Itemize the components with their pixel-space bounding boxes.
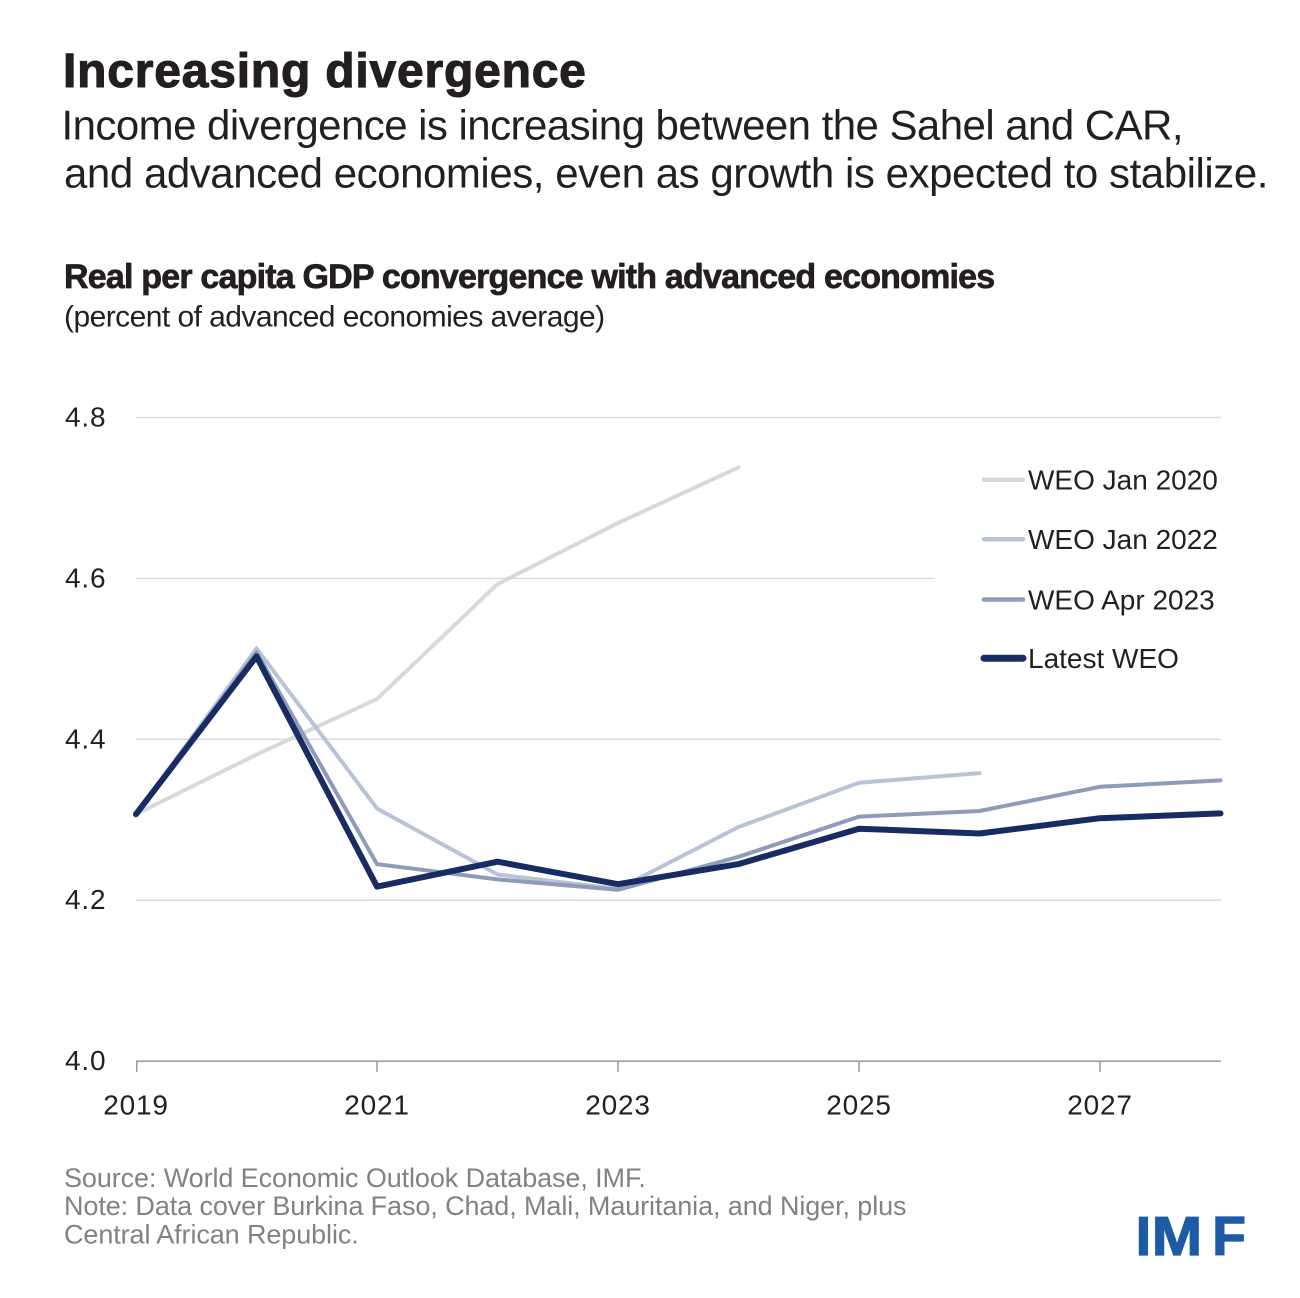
svg-text:4.2: 4.2 [65,884,106,915]
svg-text:Central African Republic.: Central African Republic. [64,1220,359,1250]
svg-text:(percent of advanced economies: (percent of advanced economies average) [64,301,605,334]
svg-text:2021: 2021 [344,1089,410,1120]
svg-text:WEO Jan 2022: WEO Jan 2022 [1028,524,1218,555]
svg-text:WEO Apr 2023: WEO Apr 2023 [1028,585,1215,616]
svg-text:Latest WEO: Latest WEO [1028,643,1179,674]
svg-text:4.0: 4.0 [65,1045,106,1076]
svg-text:Income divergence is increasin: Income divergence is increasing between … [62,102,1183,149]
svg-text:and advanced economies, even a: and advanced economies, even as growth i… [64,149,1268,196]
svg-text:4.8: 4.8 [65,402,106,433]
svg-text:Source: World Economic Outlook: Source: World Economic Outlook Database,… [64,1163,646,1193]
svg-text:2023: 2023 [585,1089,651,1120]
svg-text:I: I [1136,1205,1151,1267]
svg-text:F: F [1212,1205,1246,1267]
svg-text:Increasing divergence: Increasing divergence [63,45,587,98]
svg-text:2019: 2019 [103,1089,169,1120]
svg-text:Note: Data cover Burkina Faso,: Note: Data cover Burkina Faso, Chad, Mal… [64,1191,906,1221]
svg-text:4.6: 4.6 [65,562,106,593]
svg-text:M: M [1152,1206,1202,1267]
svg-text:2025: 2025 [826,1089,892,1120]
svg-text:2027: 2027 [1067,1089,1133,1120]
svg-text:WEO Jan 2020: WEO Jan 2020 [1028,465,1218,496]
svg-text:Real per capita GDP convergenc: Real per capita GDP convergence with adv… [64,258,994,296]
svg-text:4.4: 4.4 [65,723,106,754]
